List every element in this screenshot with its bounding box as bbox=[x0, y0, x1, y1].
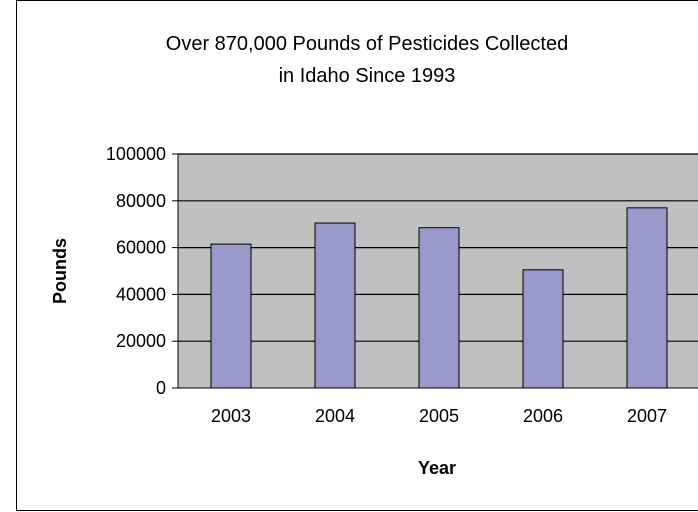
bars bbox=[210, 207, 668, 389]
y-tick-label: 0 bbox=[156, 378, 166, 398]
y-tick-label: 80000 bbox=[116, 191, 166, 211]
y-tick-label: 40000 bbox=[116, 284, 166, 304]
bar-2004 bbox=[314, 222, 356, 389]
y-axis-title: Pounds bbox=[50, 238, 70, 304]
bar-2005 bbox=[418, 227, 460, 389]
x-tick-label: 2003 bbox=[211, 406, 251, 426]
bar-2006 bbox=[522, 269, 564, 389]
y-tick-label: 20000 bbox=[116, 331, 166, 351]
x-tick-label: 2007 bbox=[627, 406, 667, 426]
x-axis-title: Year bbox=[418, 458, 456, 478]
y-tick-labels: 0 20000 40000 60000 80000 100000 bbox=[106, 144, 166, 398]
x-tick-labels: 2003 2004 2005 2006 2007 bbox=[211, 406, 667, 426]
x-tick-label: 2006 bbox=[523, 406, 563, 426]
x-tick-label: 2004 bbox=[315, 406, 355, 426]
x-tick-label: 2005 bbox=[419, 406, 459, 426]
y-tick-label: 100000 bbox=[106, 144, 166, 164]
chart-title: Over 870,000 Pounds of Pesticides Collec… bbox=[165, 33, 569, 87]
bar-2007 bbox=[626, 207, 668, 389]
bar-2003 bbox=[210, 243, 252, 389]
axes bbox=[172, 153, 698, 389]
y-tick-label: 60000 bbox=[116, 238, 166, 258]
